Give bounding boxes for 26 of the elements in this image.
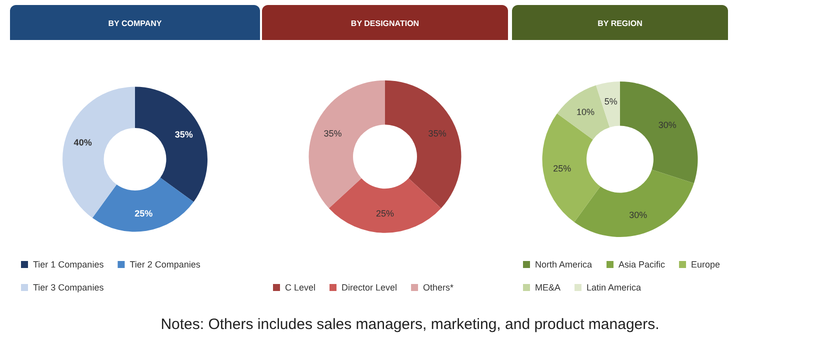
data-label: 25% bbox=[553, 163, 572, 174]
legend-label: Director Level bbox=[342, 282, 398, 292]
legend-label: ME&A bbox=[535, 282, 561, 292]
legend-label: Asia Pacific bbox=[618, 260, 666, 270]
legend-label: C Level bbox=[285, 282, 316, 292]
data-label: 35% bbox=[174, 129, 193, 140]
data-label: 30% bbox=[629, 210, 648, 220]
data-label: 25% bbox=[376, 208, 394, 219]
data-label: 35% bbox=[324, 128, 342, 139]
legend-label: Tier 2 Companies bbox=[130, 260, 201, 270]
legend-label: North America bbox=[535, 260, 592, 270]
chart-title: BY COMPANY bbox=[10, 5, 260, 40]
chart-title: BY DESIGNATION bbox=[262, 5, 508, 40]
data-label: 10% bbox=[576, 106, 595, 117]
data-label: 5% bbox=[604, 96, 618, 106]
text: Notes: Others includes sales managers, marketing, and product managers. bbox=[160, 316, 660, 333]
data-label: 30% bbox=[658, 120, 676, 130]
legend-label: Latin America bbox=[586, 282, 642, 292]
legend-label: Tier 3 Companies bbox=[33, 282, 104, 292]
data-label: 35% bbox=[428, 128, 446, 139]
data-label: 25% bbox=[134, 208, 153, 218]
legend-label: Others* bbox=[423, 282, 454, 292]
chart-title: BY REGION bbox=[512, 5, 728, 40]
legend-label: Europe bbox=[691, 260, 720, 270]
legend-label: Tier 1 Companies bbox=[33, 260, 104, 270]
data-label: 40% bbox=[74, 137, 92, 148]
